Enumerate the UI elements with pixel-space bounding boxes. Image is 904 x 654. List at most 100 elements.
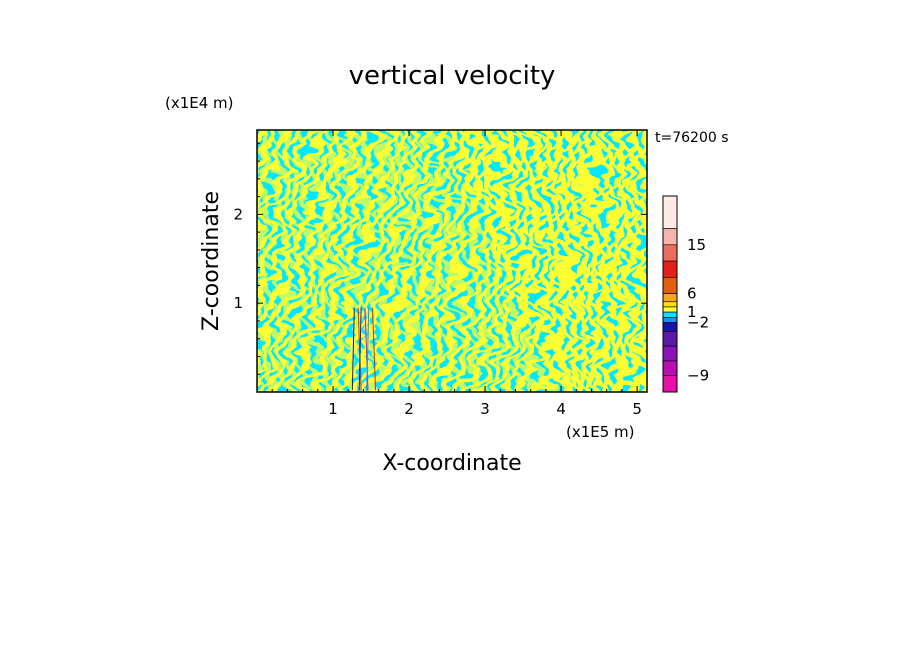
band-left	[0, 90, 128, 432]
streak-line	[351, 307, 355, 391]
x-tick-label: 5	[632, 400, 642, 418]
band-right	[120, 90, 270, 432]
band-left	[725, 90, 895, 432]
band-right	[257, 130, 374, 392]
band-left	[0, 90, 76, 432]
x-axis: 1 2 3 4 5	[271, 130, 642, 418]
band-right	[257, 201, 338, 392]
colorbar-swatch	[662, 345, 678, 362]
band-right	[257, 144, 362, 392]
band-left	[302, 130, 434, 392]
colorbar: 15 61−2 −9	[662, 195, 709, 393]
band-left	[0, 90, 89, 432]
band-right	[304, 130, 422, 392]
band-right	[412, 130, 530, 392]
band-right	[876, 90, 904, 432]
band-left	[497, 130, 629, 392]
band-left	[257, 130, 291, 201]
band-right	[864, 90, 904, 432]
band-left	[484, 130, 616, 392]
band-left	[10, 90, 180, 432]
colorbar-swatch	[662, 244, 678, 262]
band-left	[777, 90, 904, 432]
band-right	[292, 130, 410, 392]
band-left	[0, 90, 102, 432]
band-right	[448, 130, 566, 392]
band-right	[328, 130, 446, 392]
band-right	[708, 90, 858, 432]
band-right	[257, 344, 278, 392]
colorbar-label: 15	[687, 236, 706, 254]
band-left	[894, 90, 904, 432]
band-left	[829, 90, 904, 432]
band-left	[0, 90, 50, 432]
band-right	[616, 130, 647, 202]
band-left	[36, 90, 206, 432]
colorbar-swatch	[662, 316, 678, 323]
band-right	[316, 130, 434, 392]
band-left	[23, 90, 193, 432]
colorbar-label: −2	[687, 313, 709, 331]
band-right	[484, 130, 602, 392]
colorbar-swatch	[662, 375, 678, 393]
band-right	[352, 130, 470, 392]
band-left	[257, 130, 356, 337]
band-right	[604, 130, 647, 231]
band-right	[257, 287, 302, 392]
band-right	[60, 90, 210, 432]
x-tick-label: 4	[556, 400, 566, 418]
colorbar-swatch	[662, 360, 678, 377]
band-right	[424, 130, 542, 392]
colorbar-label: 6	[687, 285, 697, 303]
band-left	[458, 130, 590, 392]
band-left	[523, 133, 647, 392]
band-right	[568, 130, 647, 316]
colorbar-frame	[662, 195, 678, 393]
streak-line	[358, 307, 362, 391]
colorbar-swatch	[662, 322, 678, 332]
band-right	[744, 90, 894, 432]
band-left	[88, 90, 258, 432]
band-right	[388, 130, 506, 392]
band-left	[0, 90, 115, 432]
band-left	[341, 130, 473, 392]
band-right	[520, 130, 638, 392]
streak-line	[372, 307, 377, 391]
band-left	[712, 90, 882, 432]
band-right	[720, 90, 870, 432]
band-right	[496, 130, 614, 392]
colorbar-label: 1	[687, 303, 697, 321]
time-label: t=76200 s	[655, 130, 729, 146]
colorbar-swatch	[662, 311, 678, 318]
band-left	[751, 90, 904, 432]
band-left	[790, 90, 904, 432]
wave-bands	[0, 90, 904, 432]
band-left	[855, 90, 904, 432]
band-right	[364, 130, 482, 392]
band-right	[804, 90, 904, 432]
band-right	[472, 130, 590, 392]
x-unit-label: (x1E5 m)	[566, 423, 635, 441]
band-left	[445, 130, 577, 392]
band-right	[340, 130, 458, 392]
band-left	[257, 130, 317, 255]
band-right	[888, 90, 904, 432]
band-left	[0, 90, 63, 432]
chart-title: vertical velocity	[349, 61, 556, 91]
colorbar-swatch	[662, 260, 678, 278]
band-left	[471, 130, 603, 392]
band-right	[900, 90, 904, 432]
band-right	[792, 90, 904, 432]
band-right	[108, 90, 258, 432]
band-right	[852, 90, 904, 432]
colorbar-swatch	[662, 293, 678, 303]
band-left	[842, 90, 904, 432]
band-right	[257, 372, 266, 392]
band-left	[0, 90, 24, 432]
x-tick-label: 1	[328, 400, 338, 418]
band-right	[400, 130, 518, 392]
band-left	[49, 90, 219, 432]
band-left	[257, 130, 382, 391]
band-right	[640, 130, 647, 145]
band-left	[257, 130, 369, 364]
